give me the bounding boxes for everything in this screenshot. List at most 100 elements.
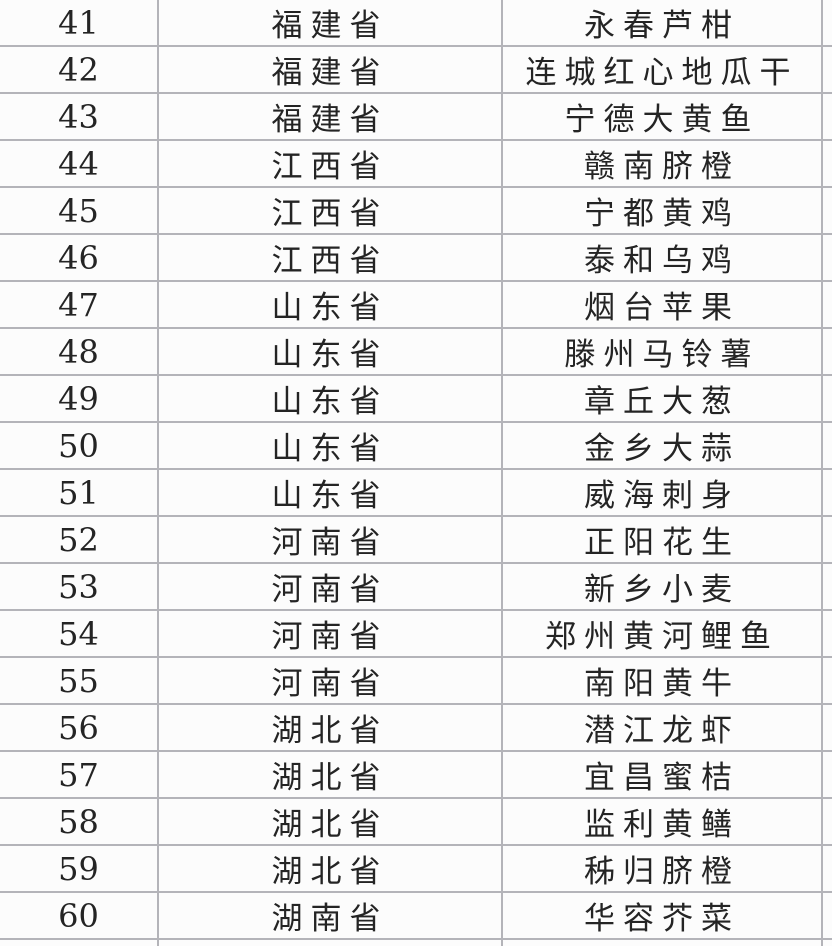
province-cell[interactable]: 湖北省 — [158, 798, 503, 846]
rank-cell[interactable]: 43 — [0, 93, 159, 141]
edge-sliver-cell — [822, 469, 832, 517]
product-cell[interactable]: 赣南脐橙 — [502, 140, 823, 188]
province-cell[interactable]: 河南省 — [158, 610, 503, 658]
rank-cell[interactable]: 42 — [0, 46, 159, 94]
edge-sliver-cell — [822, 845, 832, 893]
table-row: 49 山东省 章丘大葱 — [0, 375, 832, 423]
edge-sliver-cell — [822, 516, 832, 564]
edge-sliver-cell — [822, 422, 832, 470]
table-row: 46 江西省 泰和乌鸡 — [0, 234, 832, 282]
rank-cell[interactable]: 50 — [0, 422, 159, 470]
province-cell[interactable]: 湖北省 — [158, 704, 503, 752]
table-row: 45 江西省 宁都黄鸡 — [0, 187, 832, 235]
rank-cell[interactable]: 53 — [0, 563, 159, 611]
rank-cell[interactable]: 46 — [0, 234, 159, 282]
edge-sliver-cell — [822, 563, 832, 611]
rank-cell[interactable]: 60 — [0, 892, 159, 940]
table-row: 57 湖北省 宜昌蜜桔 — [0, 751, 832, 799]
rank-cell[interactable]: 56 — [0, 704, 159, 752]
province-cell[interactable]: 河南省 — [158, 657, 503, 705]
product-cell[interactable]: 郑州黄河鲤鱼 — [502, 610, 823, 658]
table-row: 44 江西省 赣南脐橙 — [0, 140, 832, 188]
table-row: 56 湖北省 潜江龙虾 — [0, 704, 832, 752]
province-cell[interactable]: 山东省 — [158, 469, 503, 517]
table-row: 58 湖北省 监利黄鳝 — [0, 798, 832, 846]
product-cell[interactable]: 章丘大葱 — [502, 375, 823, 423]
rank-cell[interactable]: 58 — [0, 798, 159, 846]
rank-cell[interactable]: 52 — [0, 516, 159, 564]
province-cell[interactable]: 山东省 — [158, 328, 503, 376]
table-row: 48 山东省 滕州马铃薯 — [0, 328, 832, 376]
rank-cell[interactable]: 47 — [0, 281, 159, 329]
province-cell[interactable]: 河南省 — [158, 563, 503, 611]
table-row: 41 福建省 永春芦柑 — [0, 0, 832, 47]
table-row: 55 河南省 南阳黄牛 — [0, 657, 832, 705]
province-cell[interactable]: 山东省 — [158, 422, 503, 470]
rank-cell[interactable]: 41 — [0, 0, 159, 47]
edge-sliver-cell — [822, 610, 832, 658]
product-cell[interactable]: 正阳花生 — [502, 516, 823, 564]
product-cell[interactable]: 南阳黄牛 — [502, 657, 823, 705]
rank-cell[interactable]: 55 — [0, 657, 159, 705]
product-cell[interactable]: 金乡大蒜 — [502, 422, 823, 470]
product-cell[interactable]: 宜昌蜜桔 — [502, 751, 823, 799]
edge-sliver-cell — [822, 704, 832, 752]
province-cell[interactable]: 福建省 — [158, 46, 503, 94]
province-cell[interactable]: 江西省 — [158, 234, 503, 282]
edge-sliver-cell — [822, 798, 832, 846]
province-cell[interactable]: 山东省 — [158, 375, 503, 423]
province-cell[interactable]: 湖南省 — [158, 892, 503, 940]
product-cell[interactable]: 滕州马铃薯 — [502, 328, 823, 376]
product-cell[interactable]: 潜江龙虾 — [502, 704, 823, 752]
province-cell[interactable]: 河南省 — [158, 516, 503, 564]
edge-sliver-cell — [822, 281, 832, 329]
table-row: 54 河南省 郑州黄河鲤鱼 — [0, 610, 832, 658]
product-cell[interactable]: 新乡小麦 — [502, 563, 823, 611]
product-cell[interactable]: 威海刺身 — [502, 469, 823, 517]
edge-sliver-cell — [822, 46, 832, 94]
province-cell[interactable]: 湖北省 — [158, 751, 503, 799]
province-cell[interactable]: 湖北省 — [158, 845, 503, 893]
product-cell[interactable]: 华容芥菜 — [502, 892, 823, 940]
product-cell[interactable]: 泰和乌鸡 — [502, 234, 823, 282]
rank-cell[interactable]: 49 — [0, 375, 159, 423]
province-cell[interactable]: 江西省 — [158, 140, 503, 188]
rank-cell[interactable]: 44 — [0, 140, 159, 188]
edge-sliver-cell — [822, 892, 832, 940]
product-cell[interactable]: 永春芦柑 — [502, 0, 823, 47]
rank-cell — [0, 939, 159, 946]
rank-cell[interactable]: 48 — [0, 328, 159, 376]
table-row: 59 湖北省 秭归脐橙 — [0, 845, 832, 893]
table-row: 60 湖南省 华容芥菜 — [0, 892, 832, 940]
province-cell[interactable]: 福建省 — [158, 93, 503, 141]
rank-cell[interactable]: 45 — [0, 187, 159, 235]
product-cell[interactable]: 宁德大黄鱼 — [502, 93, 823, 141]
edge-sliver-cell — [822, 657, 832, 705]
table-row: 47 山东省 烟台苹果 — [0, 281, 832, 329]
edge-sliver-cell — [822, 140, 832, 188]
table-row: 53 河南省 新乡小麦 — [0, 563, 832, 611]
table-row: 50 山东省 金乡大蒜 — [0, 422, 832, 470]
product-cell[interactable]: 宁都黄鸡 — [502, 187, 823, 235]
table-row: 52 河南省 正阳花生 — [0, 516, 832, 564]
edge-sliver-cell — [822, 751, 832, 799]
product-cell[interactable]: 秭归脐橙 — [502, 845, 823, 893]
rank-cell[interactable]: 54 — [0, 610, 159, 658]
edge-sliver-cell — [822, 328, 832, 376]
edge-sliver-cell — [822, 375, 832, 423]
edge-sliver-cell — [822, 0, 832, 47]
province-cell[interactable]: 江西省 — [158, 187, 503, 235]
product-cell[interactable]: 连城红心地瓜干 — [502, 46, 823, 94]
rank-cell[interactable]: 57 — [0, 751, 159, 799]
rank-cell[interactable]: 51 — [0, 469, 159, 517]
province-cell[interactable]: 福建省 — [158, 0, 503, 47]
product-cell[interactable]: 监利黄鳝 — [502, 798, 823, 846]
province-cell — [158, 939, 503, 946]
rank-cell[interactable]: 59 — [0, 845, 159, 893]
table-row: 43 福建省 宁德大黄鱼 — [0, 93, 832, 141]
province-cell[interactable]: 山东省 — [158, 281, 503, 329]
product-cell[interactable]: 烟台苹果 — [502, 281, 823, 329]
product-cell — [502, 939, 823, 946]
